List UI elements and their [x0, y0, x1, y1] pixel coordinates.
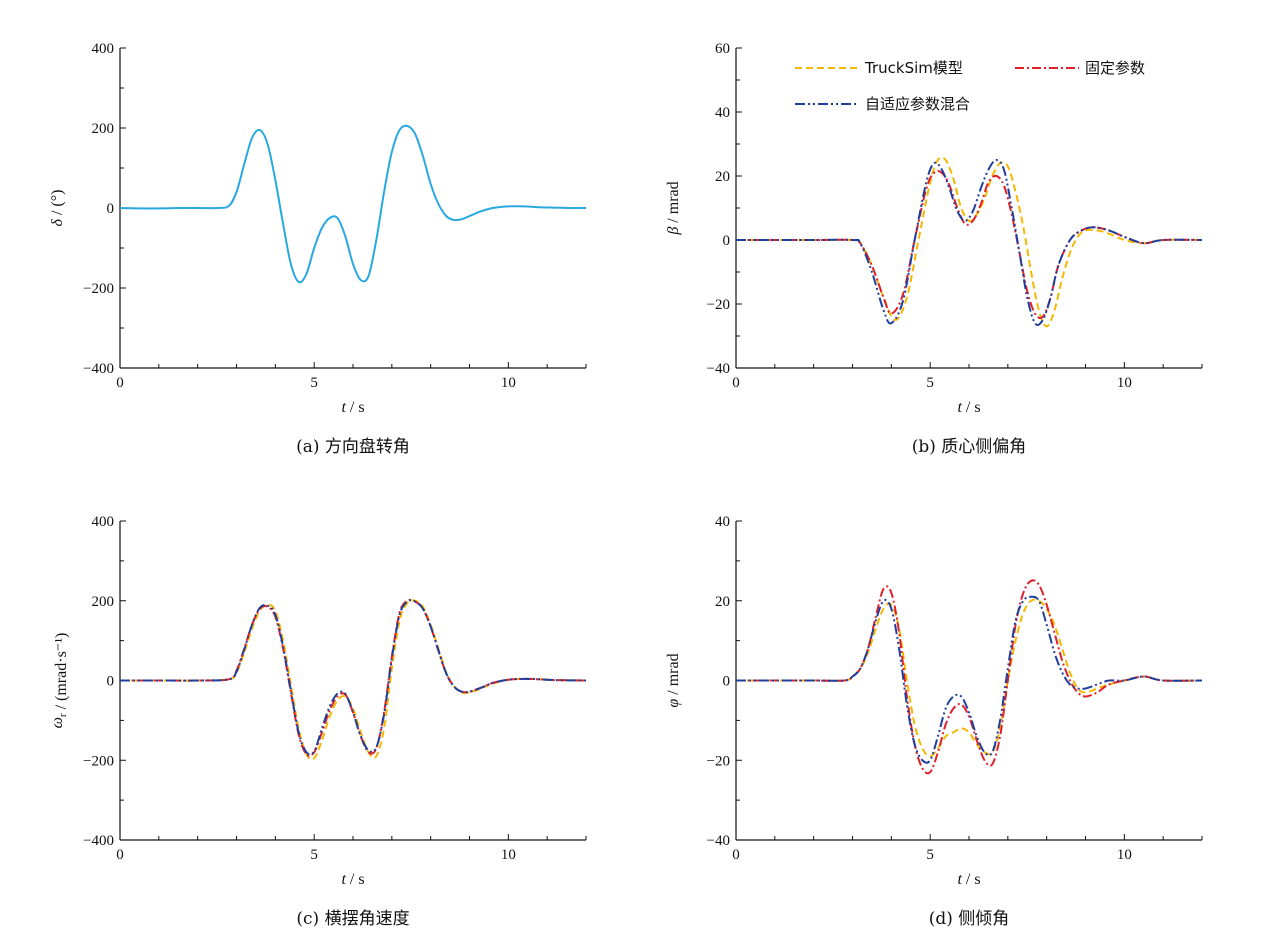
subfigure-caption: (b) 质心侧偏角	[912, 437, 1027, 457]
x-axis-label: t / s	[341, 399, 364, 416]
y-axis-label: φ / mrad	[665, 653, 682, 707]
y-tick-label: −400	[83, 833, 114, 849]
y-tick-label: −40	[707, 833, 730, 849]
x-tick-label: 10	[501, 375, 516, 391]
chart-b: 0 5 10 −40 −20 0 20 40 60 t / s β / mrad (b) 质心侧偏角	[665, 41, 1203, 457]
series-line-trucksim	[736, 156, 1202, 328]
x-tick-label: 0	[732, 375, 740, 391]
y-tick-label: 20	[715, 594, 730, 610]
x-tick-label: 5	[310, 375, 318, 391]
series-line-trucksim	[736, 598, 1202, 758]
x-tick-label: 5	[310, 847, 318, 863]
y-tick-label: 0	[107, 201, 115, 217]
legend-item-fixed: 固定参数	[1015, 59, 1145, 77]
y-axis-label: ωr / (mrad·s⁻¹)	[49, 633, 70, 729]
subfigure-caption: (a) 方向盘转角	[296, 437, 410, 457]
y-axis-label: β / mrad	[665, 181, 682, 235]
series-line-fixed	[736, 579, 1202, 775]
y-tick-label: 200	[92, 594, 115, 610]
x-tick-label: 10	[501, 847, 516, 863]
y-tick-label: 0	[723, 674, 731, 690]
y-tick-label: −40	[707, 361, 730, 377]
y-tick-label: 0	[107, 674, 115, 690]
series-line-fixed	[736, 170, 1202, 320]
y-tick-label: 40	[715, 105, 730, 121]
y-tick-label: 400	[92, 514, 115, 530]
y-tick-label: −200	[83, 753, 114, 769]
y-tick-label: −20	[707, 297, 730, 313]
legend-item-trucksim: TruckSim模型	[795, 59, 963, 77]
x-axis-label: t / s	[957, 871, 980, 888]
x-tick-label: 5	[926, 375, 934, 391]
x-axis-label: t / s	[957, 399, 980, 416]
y-tick-label: 40	[715, 514, 730, 530]
series-line-adaptive	[736, 159, 1202, 326]
y-tick-label: 400	[92, 41, 115, 57]
legend-label: 固定参数	[1085, 59, 1145, 77]
chart-d: 0 5 10 −40 −20 0 20 40 t / s φ / mrad (d) 侧倾角	[665, 514, 1203, 929]
y-tick-label: −20	[707, 753, 730, 769]
y-tick-label: 200	[92, 121, 115, 137]
y-tick-label: 20	[715, 169, 730, 185]
y-tick-label: 0	[723, 233, 731, 249]
series-group	[120, 598, 586, 761]
subfigure-caption: (c) 横摆角速度	[296, 909, 409, 929]
x-tick-label: 0	[116, 847, 124, 863]
legend-label: 自适应参数混合	[865, 95, 970, 113]
x-tick-label: 0	[116, 375, 124, 391]
x-tick-label: 0	[732, 847, 740, 863]
subfigure-caption: (d) 侧倾角	[929, 909, 1010, 929]
y-tick-label: 60	[715, 41, 730, 57]
series-line-adaptive	[736, 595, 1202, 764]
series-line-steer	[120, 124, 586, 284]
y-axis-label: δ / (°)	[49, 190, 66, 227]
chart-c: 0 5 10 −400 −200 0 200 400 t / s ωr / (mrad·s⁻¹) (…	[49, 514, 587, 929]
chart-a: 0 5 10 −400 −200 0 200 400 t / s δ / (°) (a) 方向盘转角	[49, 41, 587, 457]
series-group	[120, 124, 586, 284]
series-line-adaptive	[120, 599, 586, 756]
x-tick-label: 10	[1117, 847, 1132, 863]
x-axis-label: t / s	[341, 871, 364, 888]
x-tick-label: 10	[1117, 375, 1132, 391]
legend-item-adaptive: 自适应参数混合	[795, 95, 970, 113]
series-line-fixed	[120, 598, 586, 757]
x-tick-label: 5	[926, 847, 934, 863]
legend-label: TruckSim模型	[864, 59, 963, 77]
series-group	[736, 156, 1202, 328]
series-group	[736, 579, 1202, 775]
y-tick-label: −200	[83, 281, 114, 297]
y-tick-label: −400	[83, 361, 114, 377]
